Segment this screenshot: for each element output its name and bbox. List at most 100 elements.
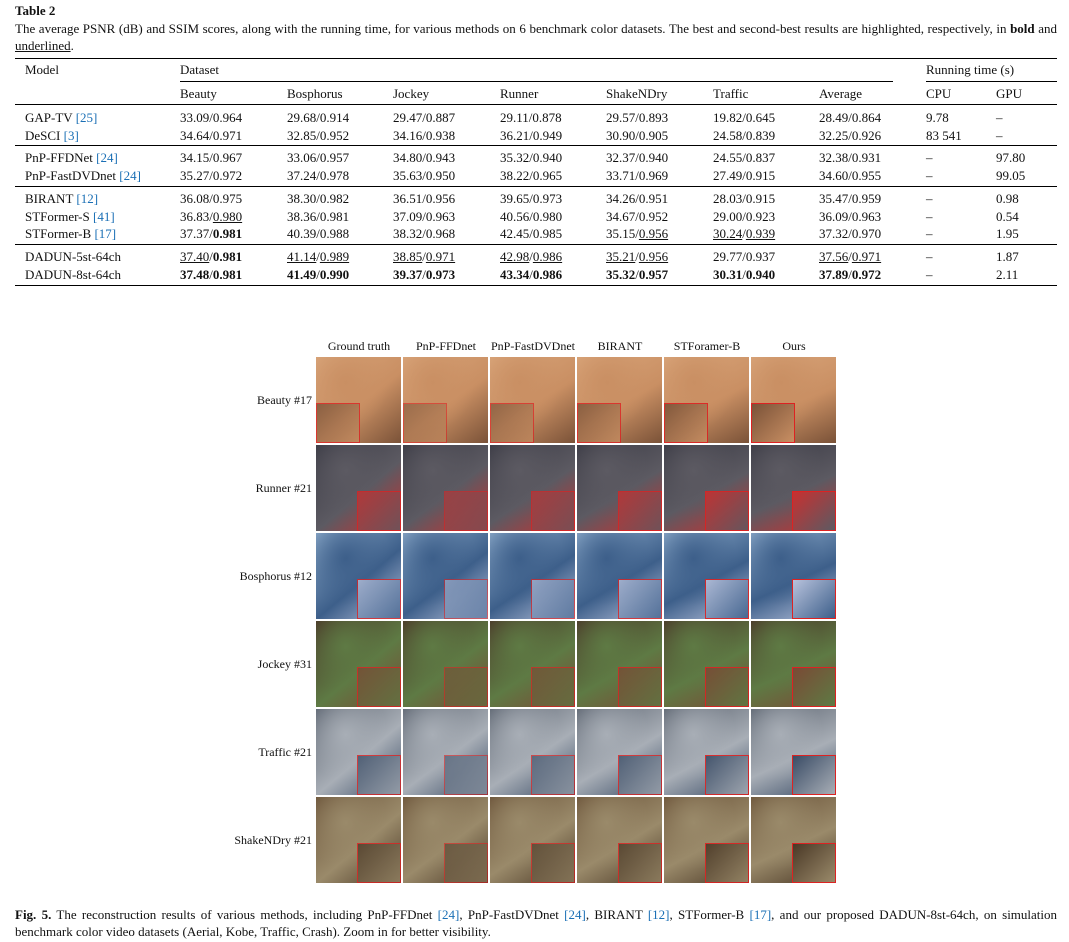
table-cell: 34.80/0.943 xyxy=(393,150,456,165)
zoom-inset xyxy=(577,403,621,443)
table-cell: 33.09/0.964 xyxy=(180,110,243,125)
figure-image-tile xyxy=(316,533,401,619)
table-cell: 35.27/0.972 xyxy=(180,167,243,183)
citation-link[interactable]: [12] xyxy=(647,907,670,922)
table-cell-cpu: 83 541 xyxy=(926,127,962,143)
figure-image-tile xyxy=(577,445,662,531)
table-cell-gpu: 1.95 xyxy=(996,226,1019,241)
figure-image-tile xyxy=(490,621,575,707)
figure-column-label: Ours xyxy=(782,339,806,353)
table-cell: 38.32/0.968 xyxy=(393,226,456,241)
table-cell: 38.30/0.982 xyxy=(287,191,350,206)
figure-image-tile xyxy=(664,533,749,619)
table-cell: 36.21/0.949 xyxy=(500,127,563,143)
table-cell: 30.90/0.905 xyxy=(606,127,669,143)
zoom-inset xyxy=(705,491,749,531)
table-cell-cpu: – xyxy=(926,226,933,241)
table-cell: 40.56/0.980 xyxy=(500,208,563,224)
zoom-inset xyxy=(792,491,836,531)
table-cell: 35.32/0.940 xyxy=(500,150,563,165)
citation-link[interactable]: [3] xyxy=(63,127,79,143)
table-cell: 35.15/0.956 xyxy=(606,226,669,241)
figure-image-tile xyxy=(751,357,836,443)
citation-link[interactable]: [12] xyxy=(76,191,99,206)
citation-link[interactable]: [17] xyxy=(749,907,772,922)
zoom-inset xyxy=(705,579,749,619)
table-row-model: PnP-FFDNet [24] xyxy=(25,150,118,165)
zoom-inset xyxy=(357,491,401,531)
figure-image-tile xyxy=(403,621,488,707)
zoom-inset xyxy=(792,579,836,619)
table-cell: 37.09/0.963 xyxy=(393,208,456,224)
table-row-model: BIRANT [12] xyxy=(25,191,99,206)
zoom-inset xyxy=(444,843,488,883)
table-cell: 34.67/0.952 xyxy=(606,208,669,224)
citation-link[interactable]: [41] xyxy=(93,208,115,224)
table-cell: 33.06/0.957 xyxy=(287,150,350,165)
zoom-inset xyxy=(618,667,662,707)
zoom-inset xyxy=(531,755,575,795)
table-cell: 24.55/0.837 xyxy=(713,150,776,165)
citation-link[interactable]: [24] xyxy=(437,907,460,922)
citation-link[interactable]: [24] xyxy=(119,167,141,183)
table-cell: 27.49/0.915 xyxy=(713,167,776,183)
zoom-inset xyxy=(792,755,836,795)
figure-image-tile xyxy=(403,797,488,883)
figure-image-tile xyxy=(490,797,575,883)
table-cell: 29.47/0.887 xyxy=(393,110,456,125)
zoom-inset xyxy=(751,403,795,443)
header-col-average: Average xyxy=(819,86,863,101)
table-cell: 34.16/0.938 xyxy=(393,127,456,143)
table-cell-cpu: 9.78 xyxy=(926,110,949,125)
table-cell-gpu: 0.98 xyxy=(996,191,1019,206)
table-cell: 37.37/0.981 xyxy=(180,226,243,241)
group-divider xyxy=(15,244,1057,245)
figure-image-tile xyxy=(316,797,401,883)
table-cell: 35.47/0.959 xyxy=(819,191,882,206)
figure-row-label: Bosphorus #12 xyxy=(239,569,312,583)
table-cell: 39.37/0.973 xyxy=(393,266,456,282)
header-col-jockey: Jockey xyxy=(393,86,430,101)
figure-image-tile xyxy=(403,445,488,531)
zoom-inset xyxy=(664,403,708,443)
table-cell-cpu: – xyxy=(926,249,933,264)
table-row-model: GAP-TV [25] xyxy=(25,110,98,125)
zoom-inset xyxy=(403,403,447,443)
table-row-model: PnP-FastDVDnet [24] xyxy=(25,167,141,183)
figure-image-tile xyxy=(751,709,836,795)
citation-link[interactable]: [24] xyxy=(564,907,586,922)
table-cell-gpu: – xyxy=(996,110,1003,125)
table-cell: 42.45/0.985 xyxy=(500,226,563,241)
table-cell: 28.03/0.915 xyxy=(713,191,776,206)
zoom-inset xyxy=(490,403,534,443)
table-cell-gpu: 1.87 xyxy=(996,249,1019,264)
zoom-inset xyxy=(618,491,662,531)
citation-link[interactable]: [17] xyxy=(94,226,117,241)
table-cell: 35.63/0.950 xyxy=(393,167,456,183)
zoom-inset xyxy=(531,843,575,883)
figure-column-label: PnP-FastDVDnet xyxy=(490,339,575,353)
figure-image-tile xyxy=(316,445,401,531)
table-row-model: STFormer-B [17] xyxy=(25,226,117,241)
citation-link[interactable]: [25] xyxy=(75,110,98,125)
zoom-inset xyxy=(357,667,401,707)
table-cell-gpu: 2.11 xyxy=(996,266,1019,282)
figure-image-tile xyxy=(577,357,662,443)
table-cell: 37.89/0.972 xyxy=(819,266,882,282)
table-cell: 29.77/0.937 xyxy=(713,249,776,264)
zoom-inset xyxy=(618,755,662,795)
citation-link[interactable]: [24] xyxy=(96,150,118,165)
table-cell-gpu: – xyxy=(996,127,1003,143)
table-cell: 42.98/0.986 xyxy=(500,249,563,264)
table-cell-gpu: 99.05 xyxy=(996,167,1026,183)
table-cell: 37.32/0.970 xyxy=(819,226,882,241)
table-cell: 34.64/0.971 xyxy=(180,127,243,143)
table-cell: 19.82/0.645 xyxy=(713,110,776,125)
table-row-model: DADUN-8st-64ch xyxy=(25,266,122,282)
header-col-beauty: Beauty xyxy=(180,86,217,101)
table-cell: 36.83/0.980 xyxy=(180,208,243,224)
figure-image-tile xyxy=(577,709,662,795)
group-divider xyxy=(15,186,1057,187)
figure-column-label: STForamer-B xyxy=(673,339,741,353)
table-cell-cpu: – xyxy=(926,266,933,282)
